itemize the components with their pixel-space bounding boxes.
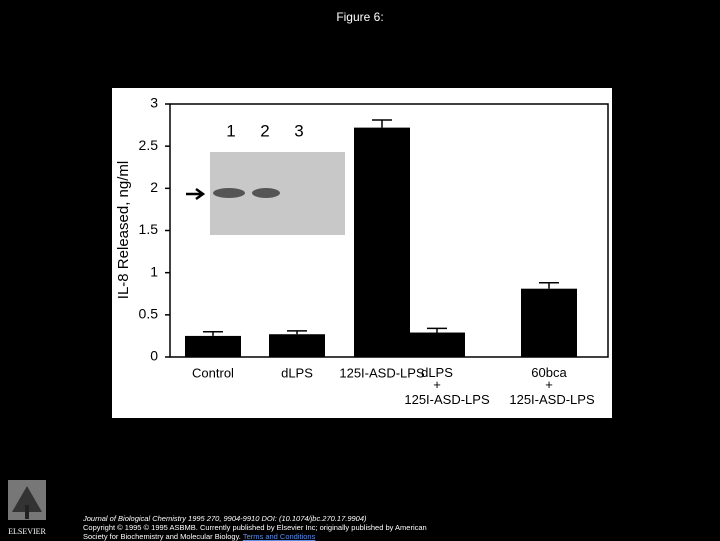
- y-tick-label: 3: [150, 95, 158, 111]
- gel-arrow: [186, 187, 206, 201]
- y-tick-label: 0.5: [139, 306, 159, 322]
- label-part: dLPS: [421, 365, 453, 380]
- label-part: +: [545, 377, 553, 392]
- elsevier-logo: [8, 480, 46, 520]
- label-part: 125I-ASD-LPS: [509, 392, 595, 407]
- y-tick-label: 2: [150, 179, 158, 195]
- bar: [269, 334, 325, 357]
- label-part: 60bca: [531, 365, 567, 380]
- y-axis-label: IL-8 Released, ng/ml: [115, 161, 132, 299]
- x-tick-label: Control: [192, 365, 234, 380]
- y-tick-label: 1.5: [139, 221, 159, 237]
- terms-link[interactable]: Terms and Conditions: [242, 532, 316, 541]
- society-line: Society for Biochemistry and Molecular B…: [83, 532, 315, 541]
- gel-band: [213, 188, 245, 198]
- bar: [409, 332, 465, 357]
- citation: Journal of Biological Chemistry 1995 270…: [83, 514, 367, 523]
- x-tick-label: dLPS: [281, 365, 313, 380]
- copyright: Copyright © 1995 © 1995 ASBMB. Currently…: [83, 523, 427, 532]
- logo-text: ELSEVIER: [8, 527, 46, 536]
- bar: [354, 127, 410, 357]
- y-tick-label: 2.5: [139, 137, 159, 153]
- label-part: +: [433, 377, 441, 392]
- x-tick-label: 125I-ASD-LPS: [339, 365, 425, 380]
- figure-title: Figure 6:: [336, 10, 383, 24]
- society: Society for Biochemistry and Molecular B…: [83, 532, 241, 541]
- gel-band: [252, 188, 280, 198]
- lane-label: 1: [226, 121, 235, 140]
- x-tick-label: dLPS +125I-ASD-LPS: [404, 365, 490, 407]
- label-part: 125I-ASD-LPS: [404, 392, 490, 407]
- y-tick-label: 0: [150, 348, 158, 364]
- x-tick-label: 60bca +125I-ASD-LPS: [509, 365, 595, 407]
- lane-label: 3: [294, 121, 303, 140]
- y-tick-label: 1: [150, 263, 158, 279]
- bar: [185, 335, 241, 357]
- bar: [521, 288, 577, 357]
- lane-label: 2: [260, 121, 269, 140]
